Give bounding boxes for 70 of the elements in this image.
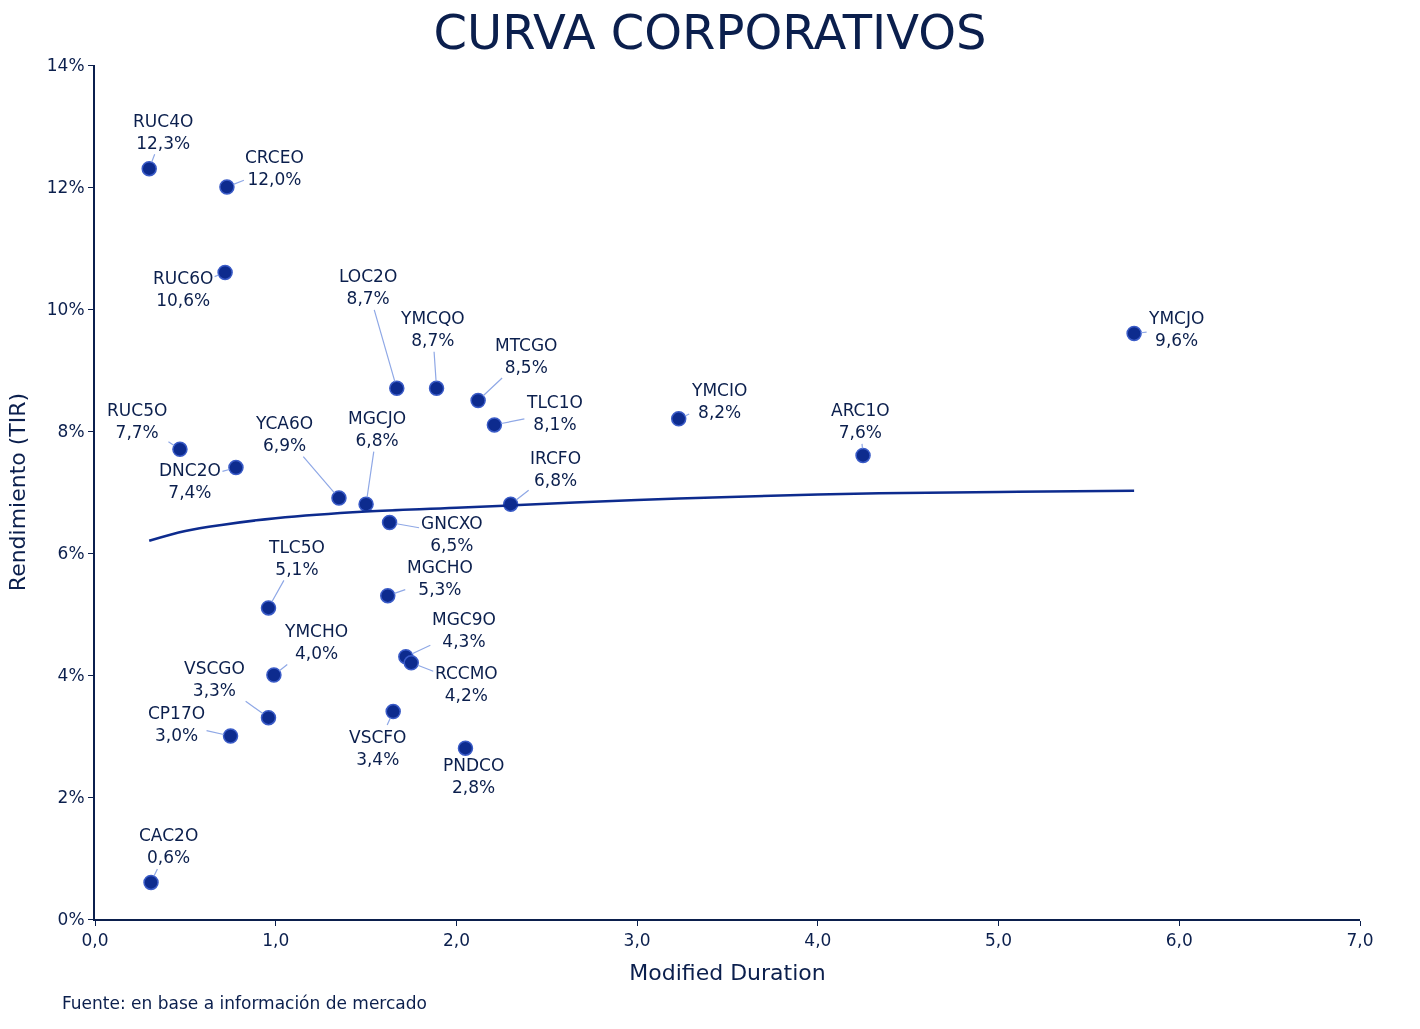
x-tick-label: 4,0 bbox=[804, 930, 832, 951]
y-tick-label: 4% bbox=[57, 664, 85, 685]
annotation: IRCFO 6,8% bbox=[530, 448, 582, 491]
point bbox=[670, 411, 687, 427]
y-tick-label: 8% bbox=[57, 420, 85, 441]
point bbox=[389, 380, 405, 397]
annotation: MGC9O 4,3% bbox=[432, 609, 496, 652]
point bbox=[470, 392, 486, 409]
point bbox=[172, 441, 188, 458]
annotation: YMCJO 9,6% bbox=[1148, 308, 1205, 351]
annotation: ARC1O 7,6% bbox=[831, 400, 890, 443]
annotation: MTCGO 8,5% bbox=[495, 335, 558, 378]
point bbox=[381, 514, 398, 531]
point bbox=[358, 496, 374, 512]
x-tick-label: 5,0 bbox=[985, 930, 1013, 951]
point bbox=[855, 447, 871, 464]
annotation: YMCHO 4,0% bbox=[284, 621, 349, 664]
x-tick-label: 0,0 bbox=[81, 930, 109, 951]
point bbox=[403, 655, 419, 671]
chart-title: CURVA CORPORATIVOS bbox=[433, 4, 987, 61]
y-tick-label: 2% bbox=[57, 786, 85, 807]
annotation: RUC6O 10,6% bbox=[153, 268, 214, 311]
annotation: MGCHO 5,3% bbox=[407, 557, 473, 600]
annotation: RUC5O 7,7% bbox=[107, 400, 168, 443]
point bbox=[428, 380, 445, 397]
annotation: YMCIO 8,2% bbox=[691, 380, 748, 423]
point bbox=[331, 490, 347, 506]
x-tick-label: 2,0 bbox=[442, 930, 470, 951]
annotation: CRCEO 12,0% bbox=[245, 147, 304, 190]
annotation: RUC4O 12,3% bbox=[133, 111, 194, 154]
x-axis-title: Modified Duration bbox=[629, 959, 826, 985]
annotation: VSCGO 3,3% bbox=[184, 658, 245, 701]
annotation: YCA6O 6,9% bbox=[255, 413, 314, 456]
x-tick-label: 7,0 bbox=[1346, 930, 1374, 951]
y-tick-label: 0% bbox=[57, 908, 85, 929]
point bbox=[260, 709, 277, 726]
point bbox=[222, 728, 239, 744]
annotation: TLC1O 8,1% bbox=[526, 392, 583, 435]
annotation: GNCXO 6,5% bbox=[421, 513, 483, 556]
point bbox=[217, 264, 233, 281]
point bbox=[457, 740, 474, 756]
y-tick-label: 12% bbox=[46, 176, 85, 197]
annotation: CAC2O 0,6% bbox=[139, 825, 199, 868]
y-axis-title: Rendimiento (TIR) bbox=[5, 392, 31, 592]
point bbox=[380, 587, 396, 604]
point bbox=[143, 874, 159, 891]
source-note: Fuente: en base a información de mercado bbox=[62, 993, 427, 1013]
annotation: RCCMO 4,2% bbox=[435, 663, 498, 706]
y-tick-label: 10% bbox=[46, 298, 85, 319]
point bbox=[486, 417, 503, 433]
annotation: DNC2O 7,4% bbox=[159, 460, 221, 503]
point bbox=[260, 600, 277, 616]
point bbox=[228, 459, 244, 476]
x-tick-label: 3,0 bbox=[623, 930, 651, 951]
point bbox=[219, 179, 235, 195]
point bbox=[385, 703, 401, 720]
y-tick-label: 6% bbox=[57, 542, 85, 563]
annotation: PNDCO 2,8% bbox=[443, 755, 505, 798]
point bbox=[266, 667, 282, 683]
annotation: LOC2O 8,7% bbox=[339, 266, 398, 309]
annotation: MGCJO 6,8% bbox=[348, 408, 407, 451]
x-tick-label: 1,0 bbox=[262, 930, 290, 951]
x-tick-label: 6,0 bbox=[1165, 930, 1193, 951]
annotation: TLC5O 5,1% bbox=[268, 537, 325, 580]
annotation: YMCQO 8,7% bbox=[400, 308, 465, 351]
y-tick-label: 14% bbox=[46, 54, 85, 75]
point bbox=[141, 160, 157, 177]
annotation: VSCFO 3,4% bbox=[349, 727, 407, 770]
annotation: CP17O 3,0% bbox=[148, 703, 206, 746]
point bbox=[1126, 325, 1142, 342]
